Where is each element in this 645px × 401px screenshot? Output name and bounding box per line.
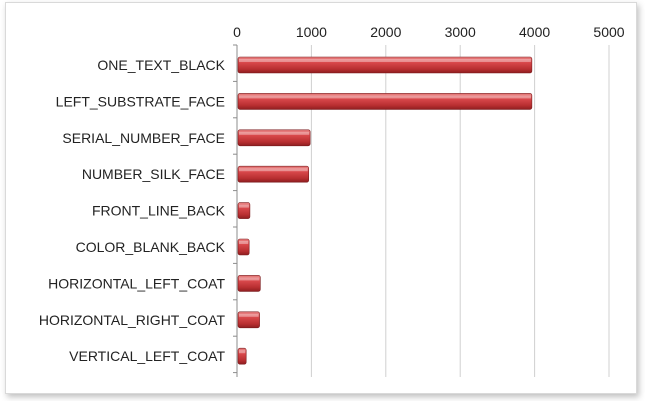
- x-tick-label: 3000: [445, 24, 476, 40]
- bar-highlight: [239, 241, 249, 244]
- category-label: HORIZONTAL_LEFT_COAT: [48, 275, 225, 291]
- category-label: NUMBER_SILK_FACE: [82, 166, 225, 182]
- bar-chart: 0 1000 2000 3000 4000 5000 ONE_TEXT_BLACK LEFT…: [39, 24, 625, 377]
- category-label: ONE_TEXT_BLACK: [97, 57, 225, 73]
- bar-highlight: [239, 59, 531, 62]
- bar-highlight: [239, 168, 308, 172]
- bar-left-substrate-face: [237, 93, 533, 110]
- bar-serial-number-face: [237, 129, 311, 147]
- category-label: HORIZONTAL_RIGHT_COAT: [39, 312, 226, 328]
- bar-number-silk-face: [237, 165, 309, 183]
- x-tick-label: 5000: [593, 24, 624, 40]
- category-label: LEFT_SUBSTRATE_FACE: [56, 93, 225, 109]
- bar-color-blank-back: [237, 238, 250, 256]
- bars: [237, 56, 533, 365]
- chart-frame: 0 1000 2000 3000 4000 5000 ONE_TEXT_BLACK LEFT…: [5, 2, 637, 394]
- category-label: COLOR_BLANK_BACK: [76, 239, 226, 255]
- bar-front-line-back: [237, 202, 251, 219]
- bar-horizontal-right-coat: [237, 311, 260, 329]
- category-labels: ONE_TEXT_BLACK LEFT_SUBSTRATE_FACE SERIAL_…: [39, 57, 226, 364]
- bar-highlight: [239, 204, 249, 208]
- bar-highlight: [239, 95, 531, 99]
- x-axis-ticks: 0 1000 2000 3000 4000 5000: [233, 24, 625, 40]
- category-label: VERTICAL_LEFT_COAT: [69, 348, 225, 364]
- x-tick-label: 1000: [296, 24, 327, 40]
- x-tick-label: 4000: [519, 24, 550, 40]
- bar-one-text-black: [237, 56, 533, 74]
- bar-highlight: [239, 131, 310, 135]
- x-tick-label: 2000: [370, 24, 401, 40]
- bar-vertical-left-coat: [237, 347, 247, 365]
- bar-highlight: [239, 350, 246, 354]
- bar-horizontal-left-coat: [237, 275, 261, 292]
- x-tick-label: 0: [233, 24, 241, 40]
- bar-highlight: [239, 277, 260, 281]
- category-label: SERIAL_NUMBER_FACE: [62, 130, 225, 146]
- category-label: FRONT_LINE_BACK: [92, 203, 226, 219]
- bar-highlight: [239, 313, 259, 317]
